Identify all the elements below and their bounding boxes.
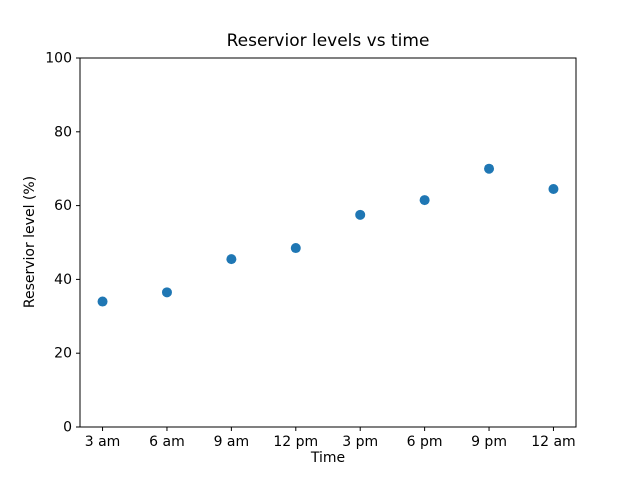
plot-frame xyxy=(79,57,577,428)
x-axis-label: Time xyxy=(310,450,346,466)
data-point xyxy=(548,183,559,194)
y-tick-label: 100 xyxy=(45,51,72,67)
y-tick-label: 60 xyxy=(54,198,72,214)
data-point xyxy=(161,287,172,298)
x-tick-label: 12 pm xyxy=(273,434,318,450)
x-tick-label: 6 am xyxy=(149,434,185,450)
x-tick-label: 3 pm xyxy=(342,434,378,450)
data-point xyxy=(355,209,366,220)
data-point xyxy=(226,254,237,265)
x-tick-label: 6 pm xyxy=(407,434,443,450)
data-point xyxy=(97,296,108,307)
data-point xyxy=(484,163,495,174)
y-tick-label: 20 xyxy=(54,346,72,362)
chart-title: Reservior levels vs time xyxy=(226,31,430,51)
y-tick-label: 80 xyxy=(54,124,72,140)
x-tick-label: 9 pm xyxy=(471,434,507,450)
y-tick-label: 40 xyxy=(54,272,72,288)
data-point xyxy=(419,195,430,206)
y-tick-label: 0 xyxy=(63,420,72,436)
x-tick-label: 12 am xyxy=(531,434,575,450)
x-tick-label: 9 am xyxy=(214,434,250,450)
x-tick-label: 3 am xyxy=(85,434,121,450)
data-point xyxy=(290,243,301,254)
